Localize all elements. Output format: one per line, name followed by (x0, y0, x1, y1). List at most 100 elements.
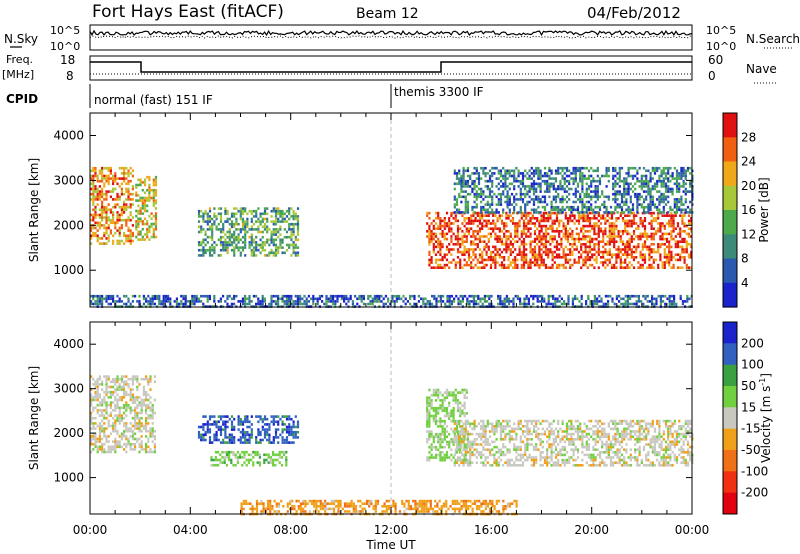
data-cell-0-3 (577, 235, 581, 238)
data-cell-0-3 (448, 224, 451, 228)
data-cell-0-5 (578, 300, 581, 303)
data-cell-0-3 (652, 258, 655, 262)
data-cell-0-0 (123, 174, 126, 178)
data-cell-0-4 (660, 192, 663, 196)
data-cell-0-3 (648, 263, 651, 267)
data-cell-0-3 (531, 253, 534, 256)
data-cell-0-1 (139, 230, 142, 234)
data-cell-1-0 (142, 385, 145, 389)
data-cell-0-5 (149, 297, 152, 301)
data-cell-0-3 (476, 232, 479, 236)
data-cell-0-4 (495, 185, 498, 188)
data-cell-0-3 (538, 224, 541, 228)
data-cell-0-3 (599, 261, 603, 264)
data-cell-0-3 (478, 219, 482, 223)
data-cell-0-3 (514, 224, 517, 228)
data-cell-0-3 (507, 235, 510, 238)
data-cell-0-4 (627, 187, 630, 191)
data-cell-1-0 (98, 377, 101, 381)
data-cell-0-3 (518, 219, 521, 223)
data-cell-1-0 (96, 396, 99, 399)
data-cell-0-4 (651, 195, 654, 199)
data-cell-0-4 (647, 203, 650, 206)
data-cell-0-5 (175, 297, 178, 301)
data-cell-0-0 (116, 229, 119, 232)
data-cell-0-3 (643, 253, 647, 256)
data-cell-0-4 (671, 192, 674, 196)
data-cell-1-1 (217, 415, 220, 418)
data-cell-0-4 (548, 211, 551, 214)
data-cell-0-4 (453, 172, 456, 175)
data-cell-0-4 (678, 177, 681, 180)
data-cell-0-5 (151, 302, 154, 306)
data-cell-0-3 (441, 243, 444, 246)
data-cell-0-3 (516, 227, 519, 230)
data-cell-0-5 (299, 300, 302, 303)
data-cell-1-0 (107, 385, 110, 389)
data-cell-0-1 (148, 188, 151, 192)
data-cell-0-2 (224, 241, 227, 244)
data-cell-0-2 (224, 207, 227, 210)
data-cell-0-3 (564, 253, 567, 256)
data-cell-0-3 (432, 237, 435, 241)
data-cell-0-3 (540, 248, 543, 251)
data-cell-0-5 (226, 302, 229, 306)
data-cell-0-0 (123, 203, 126, 206)
data-cell-0-4 (653, 166, 657, 170)
data-cell-0-4 (517, 169, 520, 173)
data-cell-0-5 (195, 294, 198, 298)
data-cell-0-3 (588, 250, 592, 254)
data-cell-0-5 (292, 300, 295, 303)
data-cell-0-4 (471, 182, 474, 186)
data-cell-0-3 (525, 243, 528, 246)
data-cell-0-4 (684, 208, 687, 212)
data-cell-0-2 (272, 254, 275, 257)
data-cell-0-4 (532, 174, 536, 178)
data-cell-0-4 (460, 195, 463, 199)
data-cell-0-2 (257, 248, 260, 252)
data-cell-0-3 (522, 214, 526, 217)
data-cell-0-2 (270, 238, 273, 242)
data-cell-0-3 (474, 263, 477, 267)
data-cell-1-1 (250, 436, 253, 439)
data-cell-0-1 (137, 238, 140, 241)
data-cell-0-0 (101, 213, 104, 217)
data-cell-0-3 (461, 230, 464, 233)
data-cell-0-5 (497, 297, 500, 301)
data-cell-1-0 (131, 396, 134, 399)
data-cell-0-1 (141, 204, 144, 208)
data-cell-0-3 (564, 227, 567, 230)
data-cell-0-1 (141, 188, 144, 192)
data-cell-0-0 (101, 177, 104, 180)
data-cell-0-4 (493, 166, 496, 170)
data-cell-0-4 (638, 192, 641, 196)
data-cell-0-3 (637, 245, 640, 249)
data-cell-0-5 (580, 297, 583, 301)
data-cell-0-3 (470, 266, 473, 269)
data-cell-0-5 (644, 297, 647, 301)
data-cell-1-0 (120, 437, 123, 441)
data-cell-0-4 (579, 169, 582, 173)
data-cell-0-3 (507, 230, 510, 233)
data-cell-0-3 (593, 245, 596, 249)
data-cell-0-0 (116, 198, 119, 201)
data-cell-0-5 (547, 294, 550, 298)
data-cell-0-5 (389, 302, 392, 306)
data-cell-0-3 (511, 261, 515, 264)
data-cell-0-4 (513, 198, 516, 201)
data-cell-0-0 (127, 195, 130, 199)
data-cell-0-3 (584, 250, 587, 254)
data-cell-0-3 (628, 261, 631, 264)
data-cell-1-1 (241, 423, 245, 426)
data-cell-0-2 (226, 217, 229, 221)
data-cell-1-0 (131, 437, 134, 441)
data-cell-0-5 (169, 302, 172, 306)
data-cell-0-5 (668, 302, 671, 306)
data-cell-0-2 (263, 248, 267, 252)
data-cell-1-1 (279, 417, 282, 421)
data-cell-0-4 (513, 205, 516, 209)
data-cell-0-3 (621, 243, 625, 246)
data-cell-0-3 (549, 227, 552, 230)
data-cell-0-5 (156, 294, 159, 298)
data-cell-0-4 (607, 198, 610, 201)
